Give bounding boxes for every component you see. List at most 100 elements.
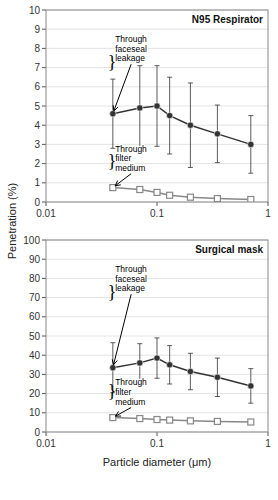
error-bar [137, 66, 142, 150]
annotation: Throughfacesealleakage [115, 34, 147, 63]
data-point [154, 189, 160, 195]
y-tick-label: 30 [29, 369, 41, 380]
data-point [137, 187, 143, 193]
grid-line [46, 48, 268, 49]
y-tick-label: 6 [34, 81, 40, 92]
annotation: Throughfacesealleakage [115, 264, 147, 293]
data-point [110, 364, 116, 370]
annotation-arrow [112, 294, 131, 365]
y-tick [42, 240, 46, 241]
error-bar [137, 344, 142, 382]
y-tick [42, 48, 46, 49]
y-tick [42, 10, 46, 11]
y-tick [42, 86, 46, 87]
grid-line [46, 316, 268, 317]
data-point [248, 197, 254, 202]
series [110, 185, 254, 202]
y-tick-label: 10 [29, 5, 41, 16]
x-tick [46, 202, 47, 206]
annotation: Throughfiltermedium [115, 377, 147, 406]
y-tick [42, 125, 46, 126]
y-tick-label: 0 [34, 197, 40, 208]
annotation: Throughfiltermedium [115, 144, 147, 173]
y-tick [42, 432, 46, 433]
y-tick [42, 259, 46, 260]
grid-line [46, 297, 268, 298]
grid-line [46, 278, 268, 279]
annotation-line: } [108, 381, 117, 401]
data-point [214, 196, 220, 202]
error-bar [248, 116, 253, 174]
data-point [110, 110, 116, 116]
annotation-bracket: } [108, 282, 117, 302]
plot-frame [46, 240, 268, 432]
data-point [248, 419, 254, 425]
x-tick-label: 0.01 [36, 438, 56, 449]
annotation-line: } [108, 151, 117, 171]
y-tick [42, 412, 46, 413]
y-tick-label: 80 [29, 273, 41, 284]
plot-frame [46, 10, 268, 202]
chart-title: Surgical mask [195, 244, 263, 255]
plot-marks [110, 66, 254, 202]
annotation-line: Through [115, 144, 147, 154]
y-tick [42, 297, 46, 298]
y-tick [42, 182, 46, 183]
y-tick [42, 163, 46, 164]
error-bar [167, 346, 172, 384]
annotation-line: leakage [115, 283, 145, 293]
y-tick-label: 60 [29, 311, 41, 322]
data-point [137, 360, 143, 366]
annotation-line: faceseal [115, 274, 147, 284]
data-point [154, 417, 160, 423]
y-tick-label: 10 [29, 407, 41, 418]
annotation-line: Through [115, 264, 147, 274]
y-tick-label: 40 [29, 350, 41, 361]
y-axis-label: Penetration (%) [6, 183, 18, 259]
data-point [248, 141, 254, 147]
annotation-line: } [108, 282, 117, 302]
y-tick-label: 1 [34, 177, 40, 188]
data-point [110, 415, 116, 421]
data-point [187, 418, 193, 424]
series [110, 338, 254, 403]
y-tick-label: 4 [34, 120, 40, 131]
y-tick-label: 2 [34, 158, 40, 169]
error-bar [167, 77, 172, 154]
error-bar [188, 83, 193, 167]
x-tick-label: 0.01 [36, 208, 56, 219]
data-point [187, 122, 193, 128]
error-bar [155, 338, 160, 378]
y-tick [42, 278, 46, 279]
x-tick [268, 202, 269, 206]
grid-line [46, 182, 268, 183]
chart-figure: 0123456789100.010.11N95 RespiratorThroug… [0, 0, 278, 500]
data-point [137, 105, 143, 111]
data-point [154, 103, 160, 109]
annotation-bracket: } [108, 52, 117, 72]
annotation-bracket: } [108, 381, 117, 401]
y-tick-label: 0 [34, 427, 40, 438]
grid-line [46, 259, 268, 260]
y-tick-label: 50 [29, 331, 41, 342]
data-point [166, 112, 172, 118]
y-tick-label: 5 [34, 101, 40, 112]
data-point [166, 362, 172, 368]
annotation-bracket: } [108, 151, 117, 171]
x-tick-label: 1 [265, 438, 271, 449]
y-tick [42, 393, 46, 394]
x-tick [46, 432, 47, 436]
data-point [214, 374, 220, 380]
annotation-arrow [115, 174, 131, 186]
error-bar [215, 105, 220, 163]
x-tick [157, 202, 158, 206]
y-tick [42, 316, 46, 317]
annotation-arrow [115, 408, 131, 417]
series [110, 66, 254, 174]
y-tick-label: 9 [34, 24, 40, 35]
y-tick-label: 100 [23, 235, 40, 246]
x-tick [157, 432, 158, 436]
error-bar [110, 79, 115, 148]
grid-line [46, 29, 268, 30]
plot-marks [110, 338, 254, 425]
